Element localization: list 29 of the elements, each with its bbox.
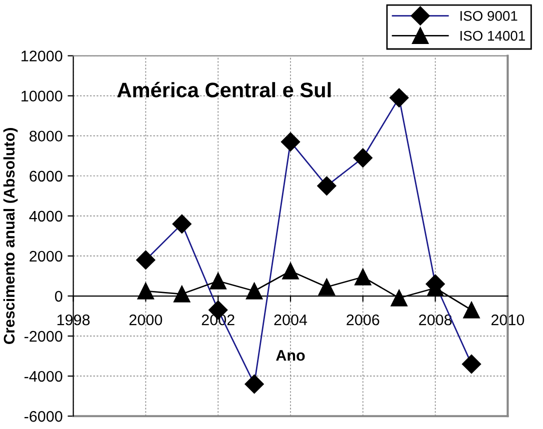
point <box>318 278 336 296</box>
y-tick-label: 8000 <box>30 130 62 142</box>
x-tick-label: 2010 <box>491 314 524 326</box>
y-tick-label: 10000 <box>22 90 62 102</box>
y-tick-label: -2000 <box>24 330 62 342</box>
y-tick-label: 2000 <box>30 250 62 262</box>
y-tick-label: 12000 <box>22 50 62 62</box>
x-tick-label: 2006 <box>346 314 380 326</box>
y-tick-label: 4000 <box>29 210 62 222</box>
point <box>463 302 480 318</box>
point <box>137 282 154 300</box>
x-tick-label: 2004 <box>274 314 308 326</box>
y-tick-label: -4000 <box>24 370 62 382</box>
point <box>354 268 372 286</box>
point <box>390 290 408 306</box>
point <box>246 282 263 300</box>
x-tick-label: 2008 <box>419 314 452 326</box>
y-axis-title: Crescimento anual (Absoluto) <box>3 128 18 344</box>
x-axis-title: Ano <box>276 350 305 361</box>
y-tick-label: -6000 <box>24 411 62 422</box>
y-tick-label: 6000 <box>30 170 62 182</box>
legend-label: ISO 9001 <box>460 10 518 21</box>
text: América Central e Sul <box>117 82 331 98</box>
point <box>282 262 299 280</box>
point <box>210 272 226 290</box>
y-tick-label: 0 <box>54 290 62 302</box>
legend-label: ISO 14001 <box>460 30 525 41</box>
x-tick-label: 2000 <box>129 314 162 326</box>
point <box>174 286 190 302</box>
